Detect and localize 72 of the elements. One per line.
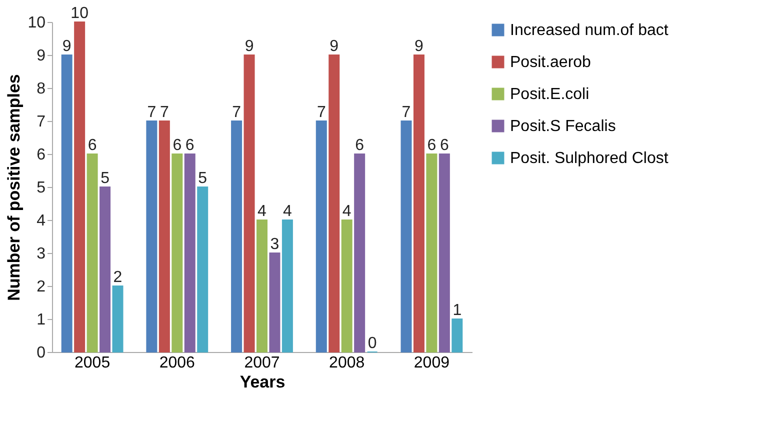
data-label: 6 <box>440 137 449 154</box>
bar <box>112 286 124 352</box>
bar <box>61 54 72 352</box>
x-axis-title: Years <box>240 372 286 392</box>
bar <box>244 54 255 352</box>
y-tick-label: 8 <box>36 80 46 98</box>
x-tick-label: 2009 <box>414 354 450 372</box>
data-label: 5 <box>198 170 208 187</box>
bar <box>197 186 208 352</box>
bar <box>282 220 293 352</box>
data-label: 9 <box>244 38 254 55</box>
y-tick-label: 5 <box>36 180 46 196</box>
bar <box>438 154 450 352</box>
y-tick-label: 6 <box>36 146 46 164</box>
y-tick-label: 7 <box>36 114 46 130</box>
bar <box>231 120 242 352</box>
bar <box>256 220 268 352</box>
data-label: 7 <box>147 104 156 121</box>
data-label: 2 <box>113 269 122 286</box>
bar <box>341 220 352 352</box>
data-label: 7 <box>402 104 411 121</box>
bar <box>184 154 196 352</box>
bar <box>146 120 158 352</box>
y-tick-label: 1 <box>36 312 46 328</box>
data-label: 6 <box>185 137 194 154</box>
bar <box>328 54 340 352</box>
data-label: 6 <box>355 137 364 154</box>
data-label: 6 <box>172 137 182 154</box>
y-tick-label: 10 <box>28 14 46 32</box>
x-tick-label: 2008 <box>329 354 365 372</box>
data-label: 6 <box>88 137 97 154</box>
data-label: 10 <box>70 5 89 22</box>
y-tick-label: 3 <box>36 246 46 262</box>
data-label: 0 <box>368 335 377 352</box>
data-label: 1 <box>452 302 462 319</box>
y-tick-label: 2 <box>36 278 46 296</box>
data-label: 7 <box>160 104 169 121</box>
bar <box>354 154 366 352</box>
bar <box>426 154 438 352</box>
bar <box>269 252 280 352</box>
legend-label: Posit.aerob <box>510 54 592 71</box>
data-label: 7 <box>316 104 326 121</box>
x-tick-label: 2006 <box>159 354 196 372</box>
data-label: 5 <box>100 170 110 187</box>
legend-label: Posit. Sulphored Clost <box>510 150 669 167</box>
bar <box>452 318 463 352</box>
bar <box>100 186 111 352</box>
data-label: 4 <box>258 203 267 220</box>
data-label: 9 <box>62 38 72 55</box>
data-label: 4 <box>342 203 352 220</box>
y-tick-label: 9 <box>36 48 46 64</box>
bar <box>400 120 412 352</box>
data-label: 4 <box>283 203 292 220</box>
data-label: 3 <box>270 236 280 253</box>
bar <box>86 154 98 352</box>
data-label: 7 <box>232 104 242 121</box>
x-tick-label: 2005 <box>74 354 110 372</box>
bar <box>316 120 327 352</box>
y-tick-label: 4 <box>36 212 46 230</box>
x-tick-label: 2007 <box>244 354 280 372</box>
y-axis-title: Number of positive samples <box>4 74 24 301</box>
legend-label: Posit.E.coli <box>510 86 590 103</box>
bar <box>413 54 424 352</box>
bar <box>172 154 183 352</box>
y-tick-label: 0 <box>36 344 46 362</box>
data-label: 6 <box>427 137 436 154</box>
data-label: 9 <box>330 38 339 55</box>
legend-label: Increased num.of bact <box>510 22 669 39</box>
data-label: 9 <box>414 38 424 55</box>
bar <box>74 22 86 352</box>
legend-label: Posit.S Fecalis <box>510 118 616 135</box>
bar <box>158 120 170 352</box>
